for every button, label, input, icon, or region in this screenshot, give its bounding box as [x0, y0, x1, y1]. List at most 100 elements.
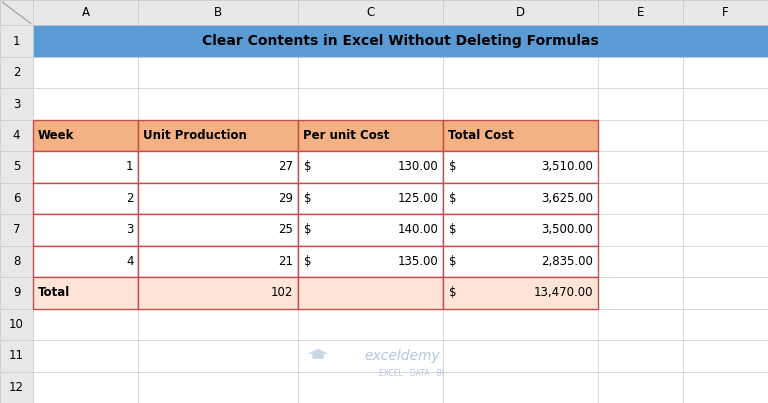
Text: $: $: [304, 223, 312, 237]
Bar: [443, 372, 598, 403]
Bar: [598, 309, 683, 340]
Bar: [298, 246, 443, 277]
Text: 140.00: 140.00: [398, 223, 439, 237]
Bar: [598, 340, 683, 372]
Bar: [33, 372, 138, 403]
Bar: [598, 57, 683, 88]
Text: 3,500.00: 3,500.00: [541, 223, 594, 237]
Bar: [683, 246, 768, 277]
Text: 8: 8: [13, 255, 20, 268]
Bar: [33, 246, 138, 277]
Text: 29: 29: [278, 192, 293, 205]
Text: $: $: [449, 255, 457, 268]
Text: $: $: [449, 192, 457, 205]
Bar: [0, 120, 33, 151]
Bar: [0, 340, 33, 372]
Text: 7: 7: [13, 223, 20, 237]
Bar: [138, 214, 298, 246]
Text: Total Cost: Total Cost: [448, 129, 513, 142]
Bar: [298, 183, 443, 214]
Bar: [683, 120, 768, 151]
Bar: [138, 183, 298, 214]
Bar: [443, 183, 598, 214]
Bar: [0, 372, 33, 403]
Bar: [0, 372, 33, 403]
Bar: [298, 277, 443, 309]
Bar: [0, 309, 33, 340]
Bar: [138, 277, 298, 309]
Text: Per unit Cost: Per unit Cost: [303, 129, 389, 142]
Text: C: C: [366, 6, 375, 19]
Bar: [443, 214, 598, 246]
Bar: [0, 183, 33, 214]
Text: 3,625.00: 3,625.00: [541, 192, 594, 205]
Bar: [683, 340, 768, 372]
Bar: [443, 88, 598, 120]
Text: 1: 1: [13, 35, 20, 48]
Bar: [298, 120, 443, 151]
Bar: [443, 246, 598, 277]
Bar: [138, 88, 298, 120]
Bar: [298, 0, 443, 25]
FancyArrow shape: [307, 349, 329, 359]
Bar: [0, 277, 33, 309]
Bar: [298, 183, 443, 214]
Text: $: $: [449, 160, 457, 173]
Bar: [443, 214, 598, 246]
Bar: [443, 151, 598, 183]
Bar: [138, 246, 298, 277]
Bar: [298, 57, 443, 88]
Bar: [598, 88, 683, 120]
Bar: [683, 372, 768, 403]
Bar: [33, 120, 138, 151]
Text: Unit Production: Unit Production: [143, 129, 247, 142]
Text: $: $: [304, 255, 312, 268]
Bar: [298, 25, 443, 57]
Text: $: $: [449, 287, 457, 299]
Bar: [0, 25, 33, 57]
Bar: [298, 246, 443, 277]
Bar: [33, 246, 138, 277]
Bar: [443, 246, 598, 277]
Text: 3,510.00: 3,510.00: [541, 160, 594, 173]
Text: 9: 9: [13, 287, 20, 299]
Bar: [683, 88, 768, 120]
Bar: [0, 277, 33, 309]
Bar: [0, 340, 33, 372]
Bar: [0, 151, 33, 183]
Bar: [33, 0, 138, 25]
Text: 130.00: 130.00: [398, 160, 439, 173]
Bar: [683, 183, 768, 214]
Bar: [0, 88, 33, 120]
Bar: [33, 88, 138, 120]
Text: 135.00: 135.00: [398, 255, 439, 268]
Text: 125.00: 125.00: [398, 192, 439, 205]
Bar: [138, 372, 298, 403]
Bar: [0, 214, 33, 246]
Text: $: $: [449, 223, 457, 237]
Text: Total: Total: [38, 287, 70, 299]
Bar: [443, 120, 598, 151]
Bar: [33, 340, 138, 372]
Bar: [298, 120, 443, 151]
Bar: [683, 0, 768, 25]
Text: 13,470.00: 13,470.00: [534, 287, 594, 299]
Bar: [0, 183, 33, 214]
Bar: [138, 309, 298, 340]
Text: 27: 27: [278, 160, 293, 173]
Bar: [598, 183, 683, 214]
Bar: [298, 277, 443, 309]
Bar: [598, 277, 683, 309]
Bar: [33, 277, 138, 309]
Text: $: $: [304, 192, 312, 205]
Bar: [33, 214, 138, 246]
Bar: [443, 277, 598, 309]
Bar: [138, 57, 298, 88]
Text: $: $: [304, 160, 312, 173]
Bar: [298, 214, 443, 246]
Text: 4: 4: [126, 255, 134, 268]
Bar: [683, 57, 768, 88]
Bar: [138, 277, 298, 309]
Bar: [33, 151, 138, 183]
Bar: [443, 57, 598, 88]
